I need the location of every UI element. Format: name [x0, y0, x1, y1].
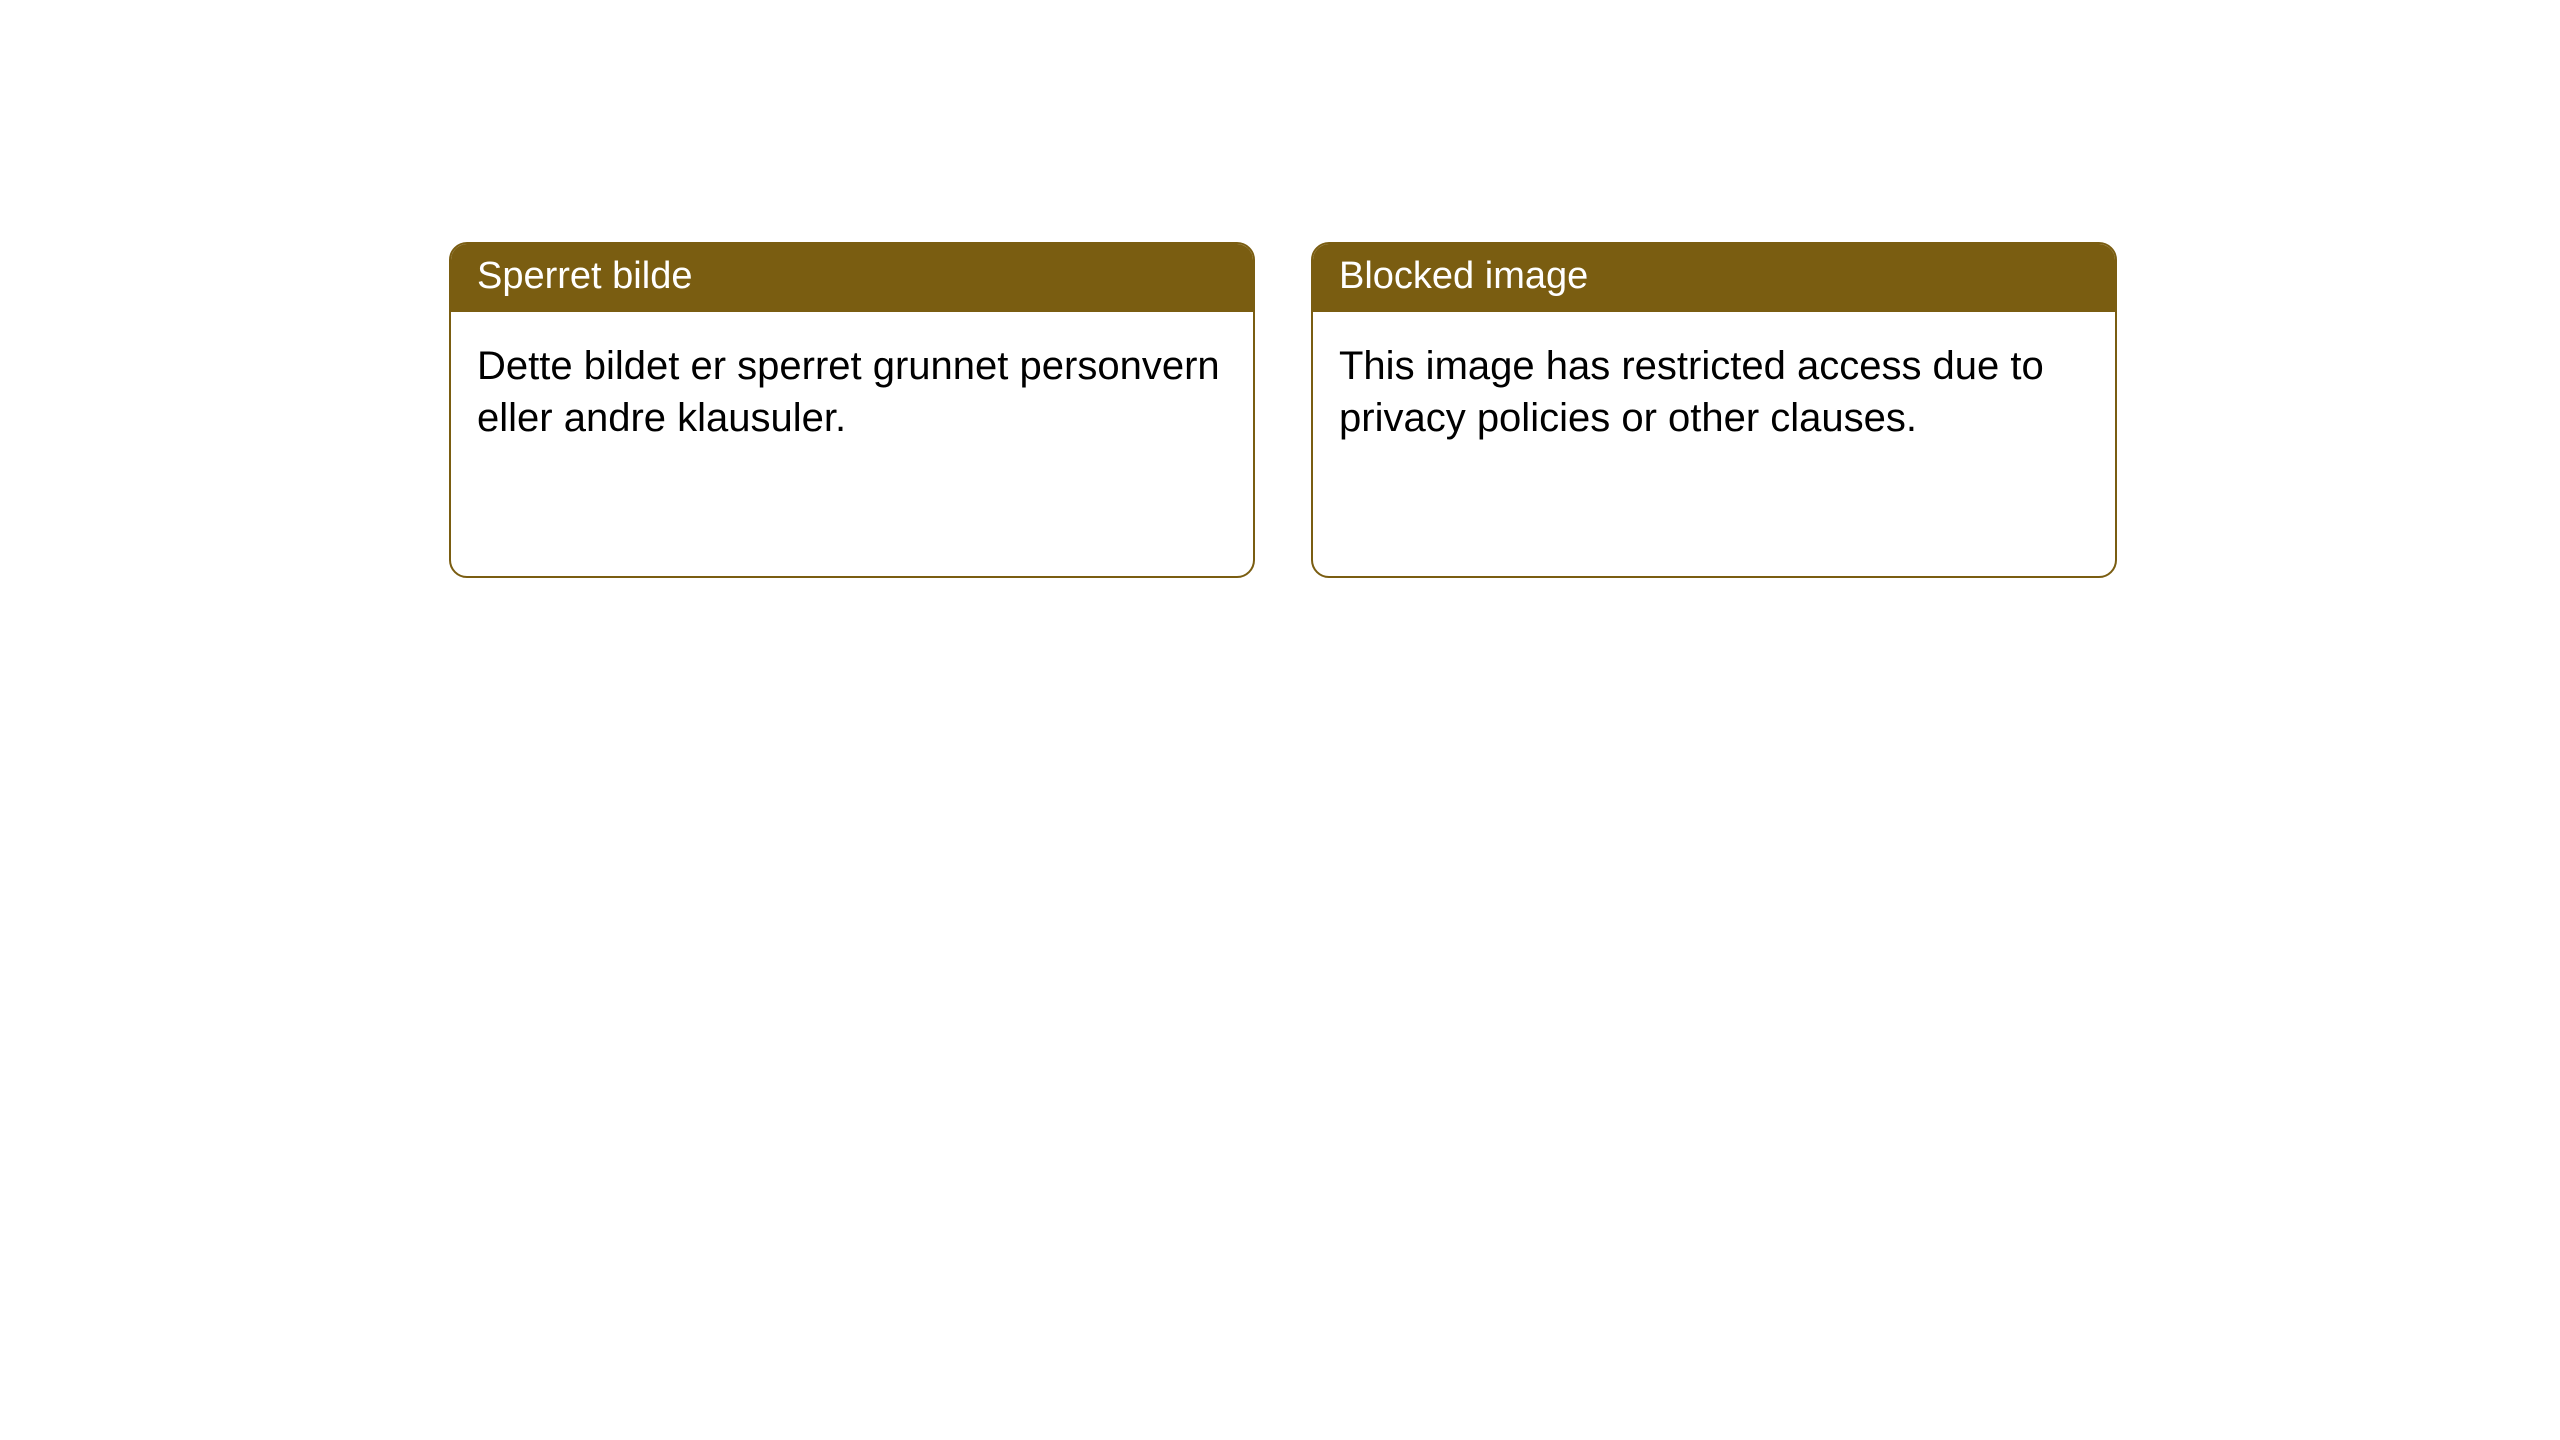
notice-title: Sperret bilde [451, 244, 1253, 312]
notice-card-norwegian: Sperret bilde Dette bildet er sperret gr… [449, 242, 1255, 578]
notice-body: This image has restricted access due to … [1313, 312, 2115, 472]
notice-container: Sperret bilde Dette bildet er sperret gr… [0, 0, 2560, 578]
notice-title: Blocked image [1313, 244, 2115, 312]
notice-card-english: Blocked image This image has restricted … [1311, 242, 2117, 578]
notice-body: Dette bildet er sperret grunnet personve… [451, 312, 1253, 472]
